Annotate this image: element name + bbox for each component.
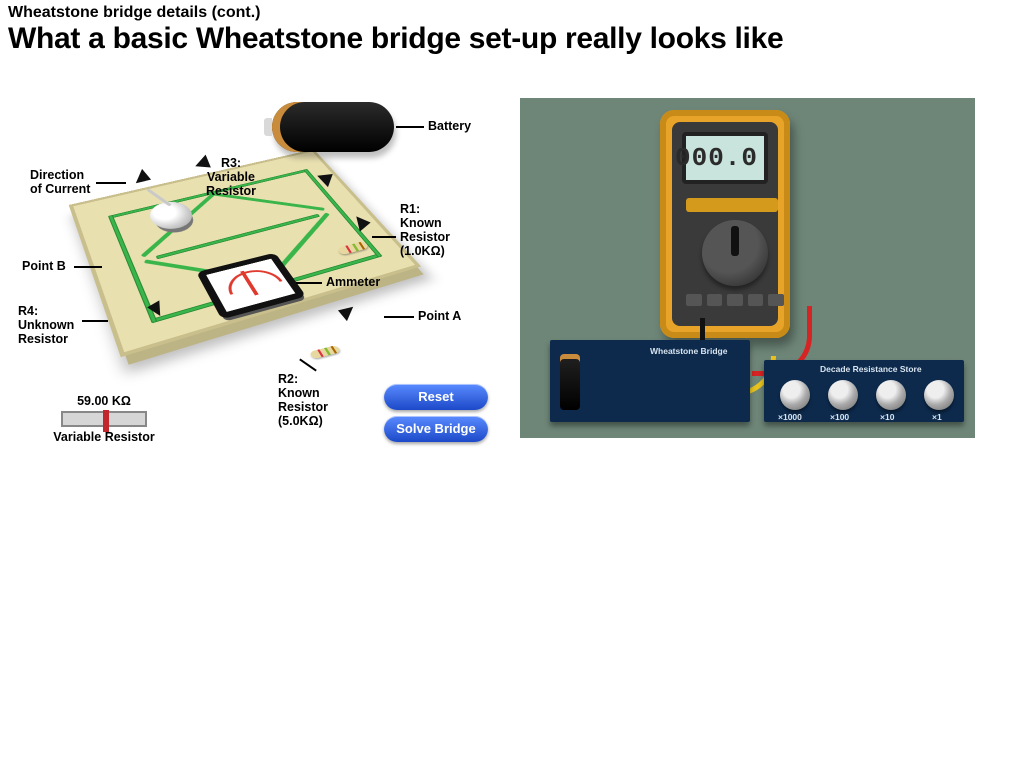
leader-line bbox=[299, 358, 317, 371]
knob-label: ×1 bbox=[932, 412, 942, 422]
solve-bridge-button[interactable]: Solve Bridge bbox=[384, 416, 488, 442]
multimeter-mode-strip bbox=[686, 198, 778, 212]
label-r3: R3: Variable Resistor bbox=[206, 156, 256, 198]
slide-title: What a basic Wheatstone bridge set-up re… bbox=[0, 22, 1024, 64]
slide-subtitle: Wheatstone bridge details (cont.) bbox=[0, 0, 1024, 22]
label-point-a: Point A bbox=[418, 309, 461, 323]
leader-line bbox=[396, 126, 424, 128]
content-row: Battery Direction of Current R3: Variabl… bbox=[0, 64, 1024, 456]
knob-label: ×10 bbox=[880, 412, 894, 422]
label-ammeter: Ammeter bbox=[326, 275, 380, 289]
leader-line bbox=[96, 182, 126, 184]
wheatstone-photo: 000.0 Wheatstone Bridge Decade Resistanc… bbox=[520, 98, 975, 438]
decade-knob bbox=[780, 380, 810, 410]
variable-resistor-slider[interactable] bbox=[61, 411, 147, 427]
decade-knob bbox=[924, 380, 954, 410]
current-arrow-icon bbox=[338, 297, 363, 321]
label-r1: R1: Known Resistor (1.0KΩ) bbox=[400, 202, 450, 258]
leader-line bbox=[372, 236, 396, 238]
label-battery: Battery bbox=[428, 119, 471, 133]
bridge-pcb-label: Wheatstone Bridge bbox=[650, 346, 727, 356]
decade-pcb-label: Decade Resistance Store bbox=[820, 364, 922, 374]
multimeter-buttons bbox=[686, 294, 784, 306]
decade-knob bbox=[828, 380, 858, 410]
multimeter-dial bbox=[702, 220, 768, 286]
decade-knob bbox=[876, 380, 906, 410]
label-direction: Direction of Current bbox=[30, 168, 90, 196]
multimeter-face: 000.0 bbox=[672, 122, 778, 326]
resistor-r2-icon bbox=[309, 345, 341, 359]
wheatstone-diagram: Battery Direction of Current R3: Variabl… bbox=[10, 94, 490, 456]
variable-resistor-caption: Variable Resistor bbox=[44, 430, 164, 444]
multimeter: 000.0 bbox=[660, 110, 790, 338]
variable-resistor-value: 59.00 KΩ bbox=[44, 394, 164, 408]
variable-resistor-readout: 59.00 KΩ Variable Resistor bbox=[44, 394, 164, 444]
leader-line bbox=[296, 282, 322, 284]
leader-line bbox=[82, 320, 108, 322]
leader-line bbox=[384, 316, 414, 318]
leader-line bbox=[74, 266, 102, 268]
label-r2: R2: Known Resistor (5.0KΩ) bbox=[278, 372, 328, 428]
multimeter-lcd: 000.0 bbox=[682, 132, 768, 184]
knob-label: ×100 bbox=[830, 412, 849, 422]
knob-label: ×1000 bbox=[778, 412, 802, 422]
label-point-b: Point B bbox=[22, 259, 66, 273]
battery-cell-icon bbox=[560, 354, 580, 410]
battery-icon bbox=[272, 102, 394, 152]
label-r4: R4: Unknown Resistor bbox=[18, 304, 74, 346]
reset-button[interactable]: Reset bbox=[384, 384, 488, 410]
